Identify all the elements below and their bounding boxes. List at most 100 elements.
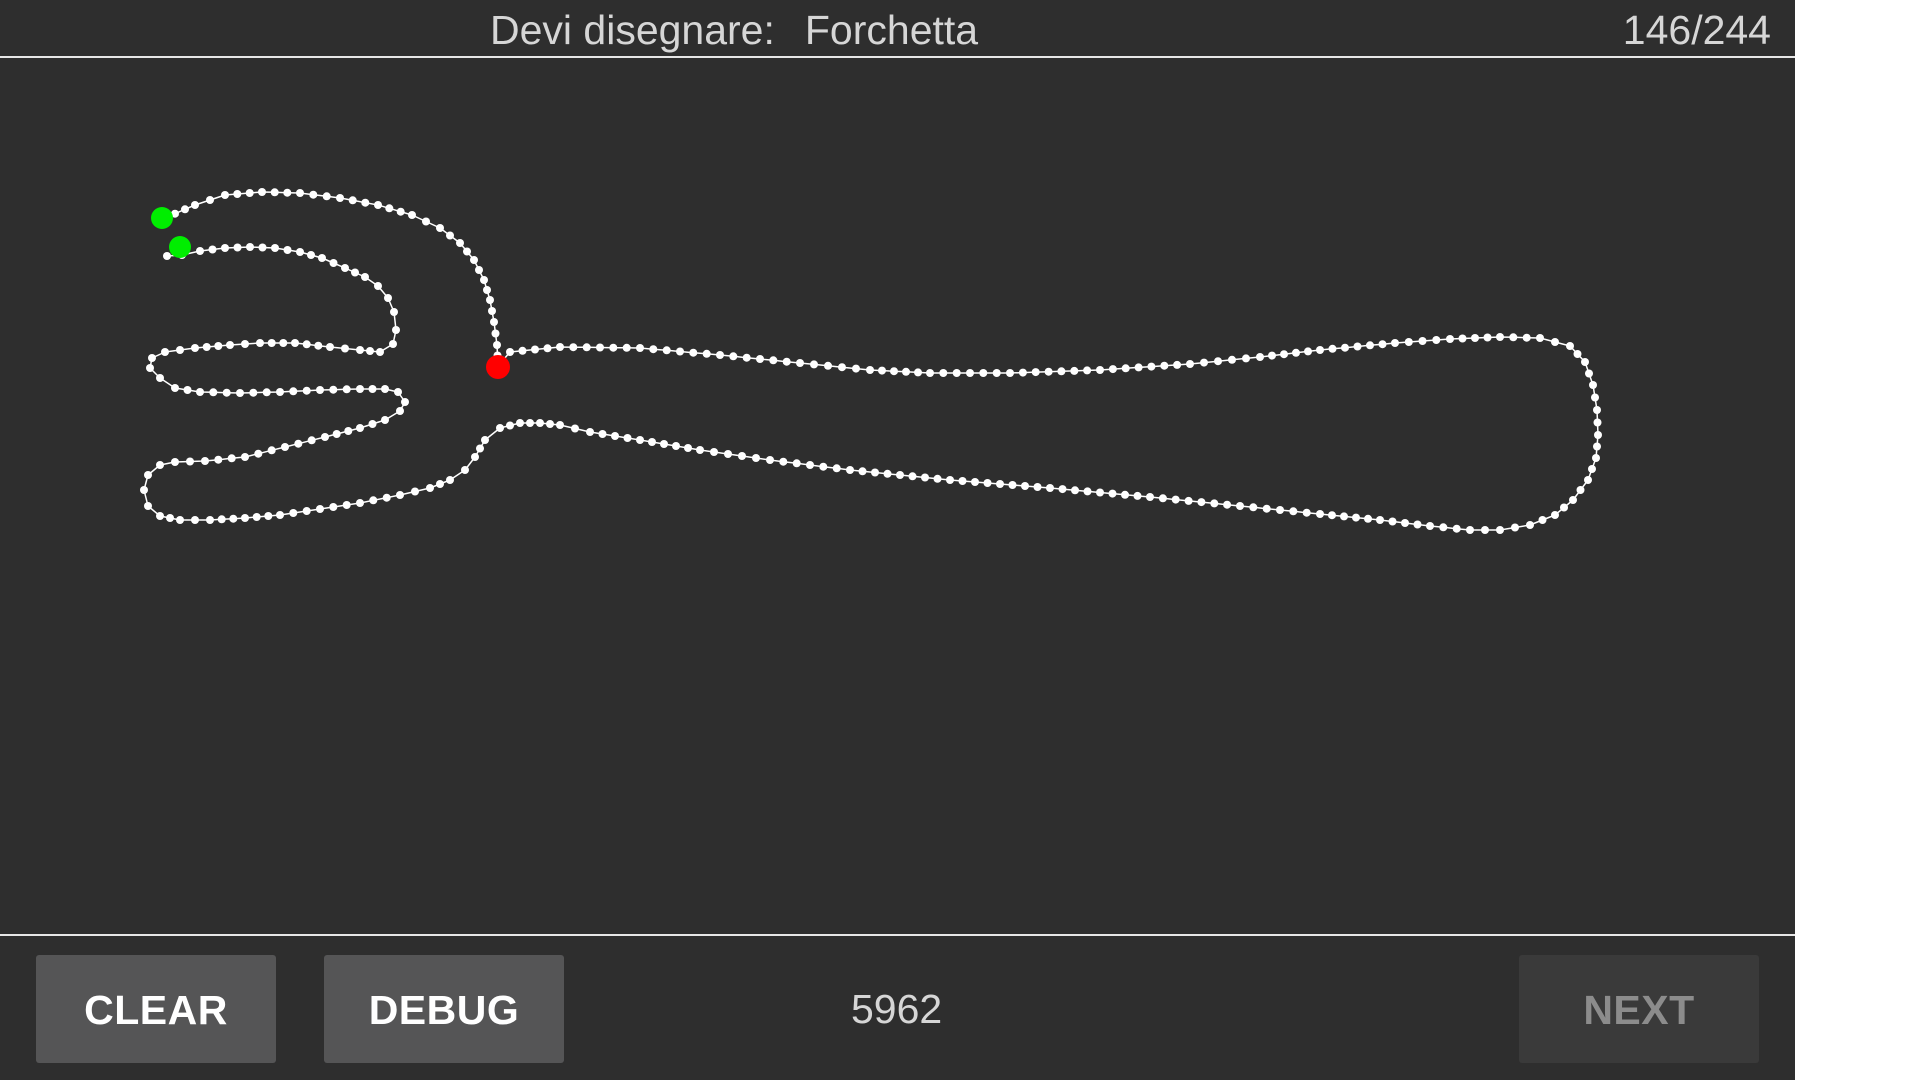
stroke-point xyxy=(571,424,579,433)
stroke-point xyxy=(480,276,488,284)
stroke-point xyxy=(586,428,594,436)
stroke-point xyxy=(1536,334,1544,342)
stroke-point xyxy=(245,189,254,197)
stroke-point xyxy=(176,346,184,354)
stroke-point xyxy=(318,254,326,262)
stroke-point xyxy=(710,448,718,456)
clear-button[interactable]: CLEAR xyxy=(36,955,276,1063)
stroke-point xyxy=(983,479,992,487)
stroke-point xyxy=(191,201,199,209)
stroke-point xyxy=(470,256,478,264)
stroke-point xyxy=(376,348,384,356)
stroke-point xyxy=(321,433,329,441)
stroke-point xyxy=(1108,489,1117,498)
stroke-point xyxy=(756,355,764,363)
stroke-point xyxy=(1341,343,1349,352)
stroke-point xyxy=(1108,365,1117,374)
stroke-point xyxy=(233,243,242,252)
stroke-point xyxy=(1171,495,1180,504)
stroke-point xyxy=(1401,519,1409,527)
stroke-point xyxy=(1496,526,1504,534)
stroke-point xyxy=(596,343,604,352)
stroke-point xyxy=(1413,520,1422,529)
stroke-point xyxy=(302,507,311,515)
stroke-point xyxy=(374,282,382,290)
debug-button[interactable]: DEBUG xyxy=(324,955,564,1063)
drawn-stroke-points xyxy=(140,188,1602,534)
stroke-point xyxy=(966,369,974,377)
stroke-point xyxy=(996,480,1004,488)
stroke-point xyxy=(838,363,846,372)
stroke-point xyxy=(696,446,704,454)
stroke-point xyxy=(396,407,404,415)
stroke-point xyxy=(361,273,369,281)
stroke-point xyxy=(1352,513,1360,522)
stroke-point xyxy=(1471,334,1479,342)
stroke-point xyxy=(1551,338,1559,346)
stroke-point xyxy=(171,384,179,392)
stroke-point xyxy=(322,192,331,201)
stroke-point xyxy=(384,294,392,302)
stroke-point xyxy=(1289,507,1298,516)
stroke-point xyxy=(1256,353,1264,361)
stroke-point xyxy=(302,386,311,395)
stroke-point xyxy=(1573,350,1582,358)
stroke-point xyxy=(1432,336,1441,344)
stroke-point xyxy=(389,340,397,348)
stroke-point xyxy=(1173,360,1182,369)
stroke-point xyxy=(1585,369,1593,378)
stroke-point xyxy=(156,374,164,382)
stroke-point xyxy=(1058,485,1067,494)
stroke-point xyxy=(307,436,316,445)
stroke-point xyxy=(264,512,273,520)
stroke-point xyxy=(316,505,324,513)
stroke-point xyxy=(171,458,179,466)
stroke-point xyxy=(368,385,377,393)
stroke-point xyxy=(1404,338,1413,346)
stroke-point xyxy=(166,514,174,522)
stroke-point xyxy=(291,339,299,347)
stroke-point xyxy=(436,480,444,488)
stroke-point xyxy=(463,247,471,256)
stroke-point xyxy=(276,511,284,519)
stroke-point xyxy=(229,514,238,523)
stroke-point xyxy=(201,457,209,465)
stroke-point xyxy=(196,388,204,396)
stroke-point xyxy=(481,436,489,444)
stroke-point xyxy=(171,209,179,218)
stroke-point xyxy=(1452,524,1461,533)
stroke-point xyxy=(351,268,359,277)
stroke-point xyxy=(202,343,211,351)
next-button[interactable]: NEXT xyxy=(1519,955,1759,1063)
stroke-point xyxy=(1481,526,1489,534)
stroke-point xyxy=(283,188,292,197)
stroke-point xyxy=(1210,499,1219,508)
stroke-point xyxy=(738,452,746,460)
stroke-point xyxy=(491,329,500,338)
stroke-point xyxy=(1566,342,1574,350)
stroke-point xyxy=(329,385,338,394)
stroke-point xyxy=(1593,442,1601,451)
stroke-point xyxy=(1083,487,1092,496)
stroke-point xyxy=(392,326,400,334)
stroke-point xyxy=(381,416,389,424)
stroke-point xyxy=(716,351,724,359)
drawing-canvas[interactable] xyxy=(0,58,1795,934)
stroke-point xyxy=(971,478,979,486)
prompt-label: Devi disegnare: xyxy=(490,7,775,53)
stroke-point xyxy=(396,491,404,499)
stroke-point xyxy=(161,348,169,356)
score-display: 5962 xyxy=(851,986,943,1032)
stroke-point xyxy=(208,245,217,254)
stroke-point xyxy=(598,430,607,438)
stroke-point xyxy=(267,339,276,347)
stroke-point xyxy=(506,348,514,356)
stroke-point xyxy=(531,345,539,354)
stroke-point xyxy=(1364,514,1372,523)
stroke-point xyxy=(493,341,501,349)
stroke-point xyxy=(258,188,266,196)
stroke-point xyxy=(222,388,231,397)
stroke-point xyxy=(326,343,334,351)
progress-counter: 146/244 xyxy=(1622,7,1771,53)
stroke-point xyxy=(366,347,374,355)
